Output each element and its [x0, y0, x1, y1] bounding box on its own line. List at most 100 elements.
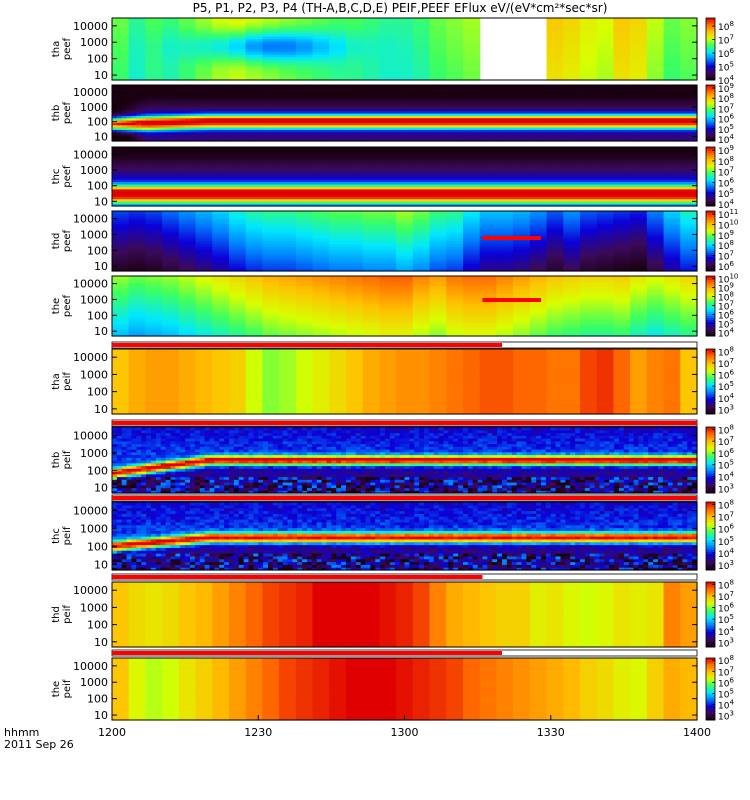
- spectrogram-cell: [263, 198, 269, 202]
- spectrogram-cell: [555, 127, 562, 130]
- spectrogram-cell: [170, 108, 176, 112]
- spectrogram-cell: [238, 156, 245, 160]
- spectrogram-cell: [630, 61, 648, 66]
- spectrogram-cell: [521, 101, 527, 105]
- colorbar-swatch: [706, 36, 715, 40]
- spectrogram-cell: [258, 156, 264, 160]
- spectrogram-cell: [204, 131, 211, 135]
- spectrogram-cell: [160, 186, 167, 190]
- spectrogram-cell: [175, 181, 181, 185]
- spectrogram-cell: [238, 134, 245, 137]
- spectrogram-cell: [136, 92, 142, 95]
- y-axis-label-product: peef: [62, 37, 73, 60]
- spectrogram-cell: [292, 147, 298, 151]
- spectrogram-cell: [243, 85, 250, 88]
- spectrogram-cell: [160, 138, 167, 142]
- spectrogram-cell: [253, 193, 259, 197]
- spectrogram-cell: [672, 89, 679, 93]
- spectrogram-cell: [477, 120, 484, 123]
- spectrogram-cell: [613, 69, 631, 73]
- spectrogram-cell: [355, 169, 362, 173]
- spectrogram-cell: [516, 129, 523, 133]
- spectrogram-cell: [516, 99, 523, 102]
- spectrogram-cell: [555, 94, 562, 98]
- spectrogram-cell: [362, 72, 381, 76]
- spectrogram-cell: [563, 38, 581, 42]
- spectrogram-cell: [438, 117, 445, 121]
- spectrogram-cell: [321, 198, 328, 202]
- spectrogram-cell: [580, 77, 598, 81]
- spectrogram-cell: [653, 99, 659, 102]
- spectrogram-cell: [131, 92, 137, 95]
- spectrogram-cell: [248, 134, 254, 137]
- spectrogram-cell: [262, 74, 280, 79]
- spectrogram-cell: [463, 38, 481, 42]
- spectrogram-cell: [248, 164, 254, 168]
- spectrogram-cell: [131, 131, 137, 135]
- spectrogram-cell: [662, 120, 669, 123]
- spectrogram-cell: [248, 183, 254, 187]
- spectrogram-cell: [643, 108, 649, 112]
- spectrogram-cell: [379, 30, 397, 35]
- spectrogram-cell: [614, 110, 620, 114]
- spectrogram-cell: [448, 113, 454, 116]
- spectrogram-cell: [687, 120, 693, 123]
- spectrogram-cell: [329, 28, 347, 32]
- spectrogram-cell: [329, 77, 347, 81]
- spectrogram-cell: [633, 106, 640, 109]
- spectrogram-cell: [653, 101, 659, 105]
- spectrogram-cell: [362, 20, 381, 24]
- spectrogram-cell: [233, 159, 240, 163]
- spectrogram-cell: [341, 159, 347, 163]
- spectrogram-cell: [194, 191, 201, 195]
- spectrogram-cell: [321, 92, 328, 95]
- spectrogram-cell: [628, 127, 635, 130]
- spectrogram-cell: [279, 20, 297, 24]
- spectrogram-cell: [116, 96, 123, 100]
- spectrogram-cell: [199, 89, 206, 93]
- spectrogram-cell: [155, 156, 162, 160]
- spectrogram-cell: [287, 138, 293, 142]
- spectrogram-cell: [243, 186, 250, 190]
- spectrogram-cell: [209, 122, 215, 126]
- spectrogram-cell: [613, 30, 631, 35]
- spectrogram-cell: [541, 108, 547, 112]
- spectrogram-cell: [312, 74, 330, 79]
- spectrogram-cell: [279, 25, 297, 29]
- spectrogram-cell: [609, 106, 615, 109]
- spectrogram-cell: [443, 106, 449, 109]
- spectrogram-cell: [472, 87, 479, 91]
- spectrogram-cell: [487, 99, 493, 102]
- spectrogram-cell: [326, 103, 332, 107]
- spectrogram-cell: [463, 129, 469, 133]
- spectrogram-cell: [141, 159, 147, 163]
- spectrogram-cell: [170, 124, 176, 128]
- spectrogram-cell: [229, 59, 247, 63]
- spectrogram-cell: [292, 110, 298, 114]
- spectrogram-cell: [487, 106, 493, 109]
- spectrogram-cell: [653, 129, 659, 133]
- spectrogram-cell: [282, 96, 289, 100]
- spectrogram-cell: [613, 54, 631, 58]
- spectrogram-cell: [214, 117, 220, 121]
- spectrogram-cell: [336, 122, 342, 126]
- spectrogram-cell: [229, 159, 235, 163]
- spectrogram-cell: [570, 110, 576, 114]
- spectrogram-cell: [295, 23, 314, 27]
- spectrogram-cell: [162, 59, 180, 63]
- spectrogram-cell: [258, 127, 264, 130]
- spectrogram-cell: [112, 25, 130, 29]
- spectrogram-cell: [446, 20, 464, 24]
- spectrogram-cell: [126, 113, 133, 116]
- spectrogram-cell: [385, 87, 391, 91]
- spectrogram-cell: [424, 96, 430, 100]
- spectrogram-cell: [229, 54, 247, 58]
- spectrogram-cell: [112, 59, 130, 63]
- spectrogram-cell: [128, 36, 147, 40]
- spectrogram-cell: [312, 38, 330, 42]
- spectrogram-cell: [233, 201, 240, 205]
- spectrogram-cell: [497, 117, 503, 121]
- spectrogram-cell: [279, 18, 297, 22]
- spectrogram-cell: [677, 129, 683, 133]
- spectrogram-cell: [204, 151, 211, 155]
